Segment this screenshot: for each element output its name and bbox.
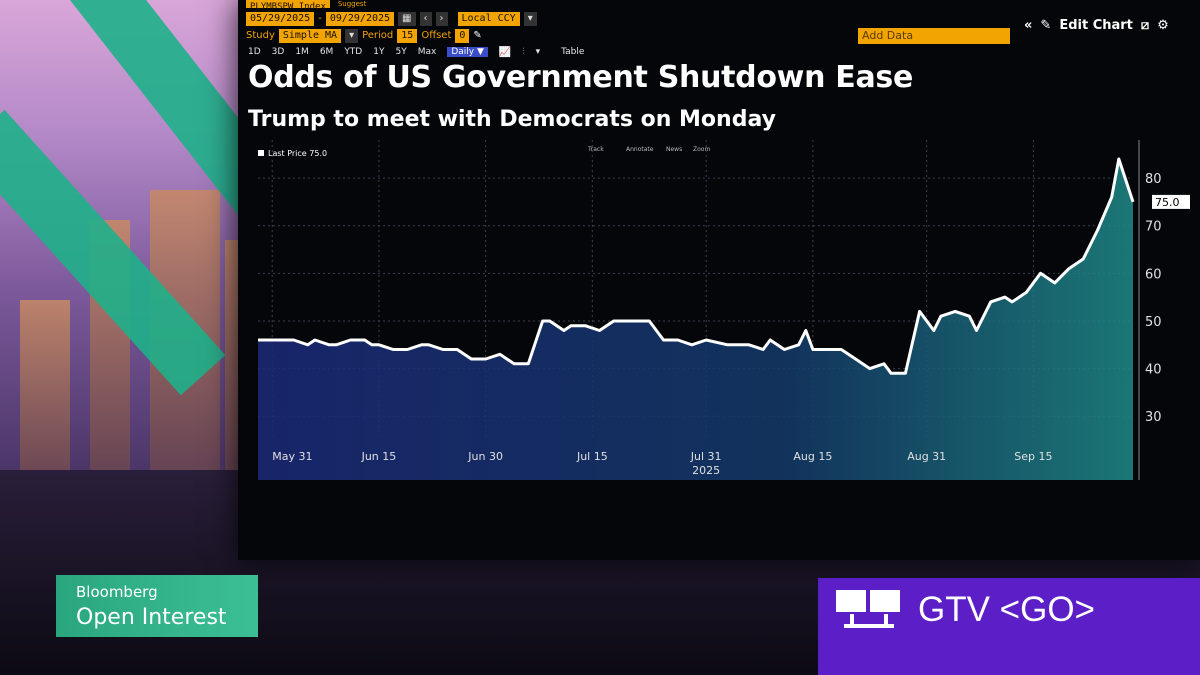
- offset-label: Offset: [421, 30, 452, 41]
- tool-annotate[interactable]: Annotate: [626, 146, 654, 153]
- x-year-label: 2025: [692, 464, 720, 477]
- chart-headline: Odds of US Government Shutdown Ease: [248, 60, 914, 95]
- gear-icon[interactable]: ⚙: [1157, 18, 1169, 33]
- frequency-dropdown[interactable]: Daily ▼: [447, 47, 488, 57]
- style-dropdown-icon[interactable]: ▾: [535, 47, 541, 57]
- line-chart-icon[interactable]: 📈: [498, 46, 512, 58]
- x-tick-label: Aug 15: [793, 450, 832, 463]
- suggest-label: Suggest: [337, 0, 367, 8]
- range-5y[interactable]: 5Y: [395, 47, 407, 57]
- range-3d[interactable]: 3D: [271, 47, 285, 57]
- x-tick-label: Jul 31: [690, 450, 722, 463]
- bar-style-icon[interactable]: ⫶: [522, 47, 525, 57]
- x-tick-label: May 31: [272, 450, 312, 463]
- range-6m[interactable]: 6M: [319, 47, 334, 57]
- chart-subheadline: Trump to meet with Democrats on Monday: [248, 107, 776, 132]
- study-dropdown-icon[interactable]: ▾: [345, 29, 359, 43]
- x-tick-label: Sep 15: [1014, 450, 1052, 463]
- offset-field[interactable]: 0: [455, 29, 470, 43]
- edit-chart-button[interactable]: Edit Chart: [1059, 18, 1133, 33]
- x-tick-label: Jul 15: [576, 450, 608, 463]
- add-data-field[interactable]: Add Data: [858, 28, 1010, 44]
- y-tick-label: 80: [1145, 172, 1162, 187]
- ticker-field[interactable]: PLYMBSPW Index: [246, 0, 330, 12]
- y-axis: 30 40 50 60 70 80: [1138, 140, 1162, 480]
- date-from-field[interactable]: 05/29/2025: [246, 12, 315, 26]
- range-bar: 1D 3D 1M 6M YTD 1Y 5Y Max Daily ▼ 📈 ⫶ ▾ …: [248, 45, 584, 59]
- y-tick-label: 40: [1145, 363, 1162, 378]
- network-name: Bloomberg: [76, 583, 158, 601]
- tool-news[interactable]: News: [666, 146, 682, 153]
- shutdown-odds-chart: 30 40 50 60 70 80 May 31 Jun 15 Jun 30 Jul 15 Jul…: [258, 140, 1190, 480]
- last-value-label: 75.0: [1155, 196, 1180, 209]
- table-button[interactable]: Table: [561, 47, 585, 57]
- show-name: Open Interest: [76, 605, 227, 630]
- date-to-field[interactable]: 09/29/2025: [325, 12, 395, 26]
- tool-zoom[interactable]: Zoom: [693, 146, 710, 153]
- show-bug: Bloomberg Open Interest: [56, 575, 258, 637]
- study-bar: Study Simple MA ▾ Period 15 Offset 0 ✎: [246, 29, 482, 43]
- currency-dropdown-icon[interactable]: ▾: [523, 12, 537, 26]
- last-value-marker: 75.0: [1152, 194, 1190, 209]
- legend-last-price: Last Price 75.0: [268, 149, 327, 158]
- series-area-fill: [258, 159, 1133, 480]
- range-1m[interactable]: 1M: [295, 47, 309, 57]
- y-tick-label: 50: [1145, 315, 1162, 330]
- series-line: [258, 157, 1135, 375]
- calendar-icon[interactable]: ▦: [398, 12, 416, 26]
- prev-arrow-icon[interactable]: ‹: [419, 12, 432, 26]
- x-tick-label: Jun 30: [467, 450, 503, 463]
- date-range-bar: 05/29/2025 - 09/29/2025 ▦ ‹ › Local CCY …: [246, 12, 537, 26]
- next-arrow-icon[interactable]: ›: [435, 12, 448, 26]
- range-1y[interactable]: 1Y: [373, 47, 385, 57]
- gtv-banner: GTV <GO>: [818, 578, 1200, 675]
- range-max[interactable]: Max: [417, 47, 437, 57]
- period-label: Period: [362, 30, 394, 41]
- collapse-icon[interactable]: «: [1024, 18, 1033, 33]
- y-tick-label: 30: [1145, 410, 1162, 425]
- range-ytd[interactable]: YTD: [344, 47, 363, 57]
- edit-pencil-icon[interactable]: ✎: [1040, 18, 1052, 33]
- study-label: Study: [246, 30, 275, 41]
- x-tick-label: Jun 15: [361, 450, 397, 463]
- y-tick-label: 60: [1145, 267, 1162, 282]
- gtv-go-label: GTV <GO>: [918, 590, 1095, 629]
- chart-controls: « ✎ Edit Chart ⧄ ⚙: [1024, 18, 1169, 33]
- bloomberg-terminal-screen: PLYMBSPW Index Suggest 05/29/2025 - 09/2…: [238, 0, 1200, 560]
- x-axis: May 31 Jun 15 Jun 30 Jul 15 Jul 31 Aug 15 Aug …: [272, 450, 1052, 477]
- tool-track[interactable]: Track: [587, 146, 604, 153]
- chart-type-icon[interactable]: ⧄: [1140, 18, 1150, 33]
- monitors-icon: [836, 590, 900, 628]
- x-tick-label: Aug 31: [907, 450, 946, 463]
- terminal-top-bar: PLYMBSPW Index Suggest: [246, 0, 367, 12]
- date-separator: -: [318, 13, 322, 24]
- chart-tools: Track Annotate News Zoom: [587, 146, 710, 153]
- range-1d[interactable]: 1D: [248, 47, 261, 57]
- chart-legend: Last Price 75.0: [258, 149, 327, 158]
- pencil-icon[interactable]: ✎: [473, 30, 482, 41]
- currency-field[interactable]: Local CCY: [457, 12, 520, 26]
- period-field[interactable]: 15: [397, 29, 418, 43]
- study-field[interactable]: Simple MA: [278, 29, 342, 43]
- y-tick-label: 70: [1145, 220, 1162, 235]
